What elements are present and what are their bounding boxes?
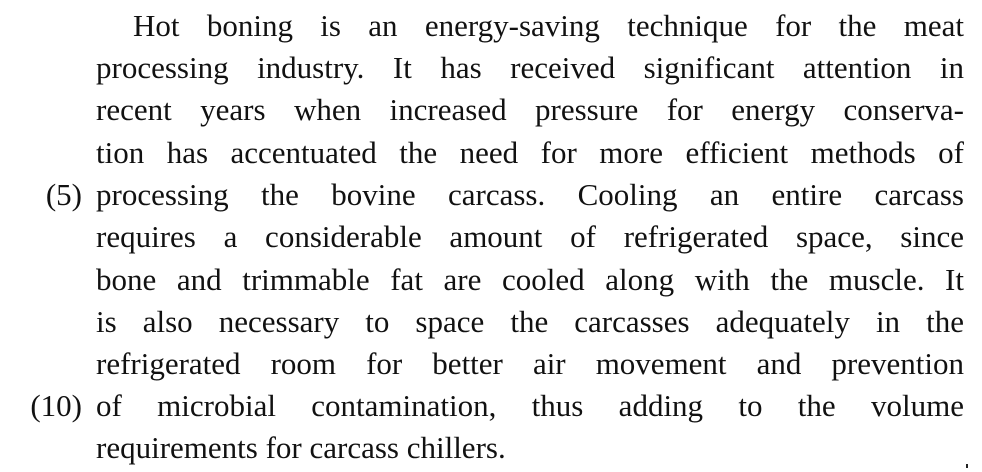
passage-line-3: recent years when increased pressure for… xyxy=(96,92,964,127)
line-number-10: (10) xyxy=(30,388,82,423)
passage-line-2: processing industry. It has received sig… xyxy=(96,50,964,85)
passage-line-10: of microbial contamination, thus adding … xyxy=(96,388,964,423)
passage-line-11: requirements for carcass chillers. xyxy=(96,430,506,465)
passage-line-1: Hot boning is an energy-saving technique… xyxy=(133,8,964,43)
line-number-5: (5) xyxy=(45,177,82,212)
passage-line-9: refrigerated room for better air movemen… xyxy=(96,346,964,381)
passage-line-6: requires a considerable amount of refrig… xyxy=(96,219,964,254)
passage-line-5: processing the bovine carcass. Cooling a… xyxy=(96,177,964,212)
passage-line-8: is also necessary to space the carcasses… xyxy=(96,304,964,339)
passage-line-7: bone and trimmable fat are cooled along … xyxy=(96,262,964,297)
page-edge-mark xyxy=(966,464,968,468)
passage-line-4: tion has accentuated the need for more e… xyxy=(96,135,964,170)
